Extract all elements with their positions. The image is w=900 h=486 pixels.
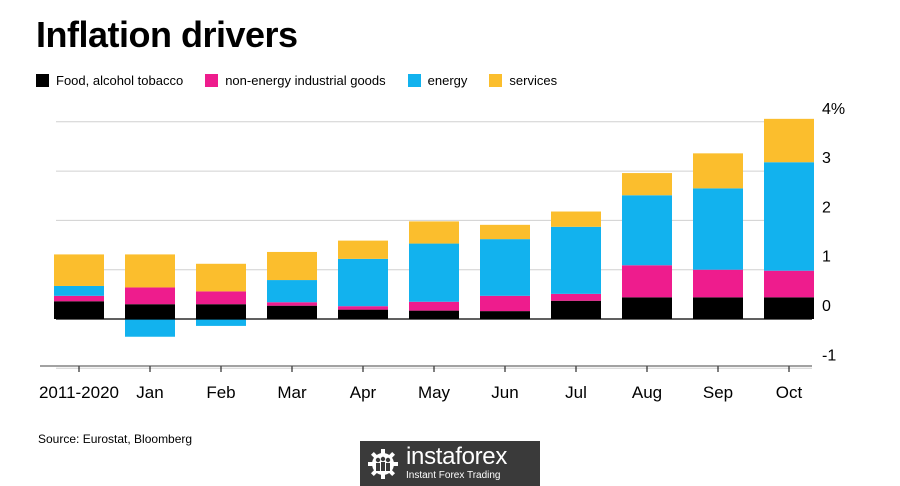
bar-segment-1-2011-2020: [54, 301, 104, 319]
legend-swatch-non-energy: [205, 74, 219, 87]
bar-segment-1-Aug: [622, 297, 672, 319]
legend-label-non-energy: non-energy industrial goods: [225, 73, 386, 88]
y-tick-label: 0: [822, 298, 831, 315]
legend-label-food: Food, alcohol tobacco: [56, 73, 184, 88]
bar-segment-4-Jun: [480, 224, 530, 240]
legend-item-non-energy: non-energy industrial goods: [205, 73, 386, 88]
bar-segment-4-Aug: [622, 173, 672, 196]
axis-layer: 4% 3 2 1 0 -1 2011-2020 Jan Feb Mar Apr May Jun Jul Au…: [39, 101, 845, 402]
bar-segment-4-Oct: [764, 118, 814, 163]
bar-segment-3-Oct: [764, 162, 814, 271]
legend-item-energy: energy: [407, 73, 468, 88]
bar-segment-1-Sep: [693, 297, 743, 319]
bar-segment-4-May: [409, 221, 459, 244]
legend-label-energy: energy: [427, 73, 468, 88]
brand-watermark: instaforex Instant Forex Trading: [360, 441, 540, 486]
bar-segment-3-2011-2020: [54, 285, 104, 296]
x-tick-label: Feb: [206, 383, 235, 402]
legend-label-services: services: [509, 73, 558, 88]
x-tick-label: Oct: [776, 383, 803, 402]
y-tick-label: 2: [822, 199, 831, 216]
brand-tagline: Instant Forex Trading: [406, 470, 501, 481]
bar-segment-3-Jun: [480, 239, 530, 296]
bar-segment-4-Apr: [338, 240, 388, 259]
x-tick-label: Jun: [491, 383, 518, 402]
x-tick-label: Sep: [703, 383, 733, 402]
bar-segment-3-Jan: [125, 319, 175, 337]
bar-segment-2-Mar: [267, 302, 317, 306]
x-tick-label: Apr: [350, 383, 377, 402]
bar-segment-4-Jan: [125, 254, 175, 288]
legend-item-food: Food, alcohol tobacco: [36, 73, 183, 88]
bar-segment-1-May: [409, 310, 459, 319]
bar-segment-1-Oct: [764, 297, 814, 319]
bar-segment-2-Jan: [125, 287, 175, 305]
bar-segment-1-Jul: [551, 300, 601, 319]
bar-segment-2-Jul: [551, 293, 601, 301]
bar-segment-3-Apr: [338, 258, 388, 307]
bar-segment-2-Jun: [480, 295, 530, 312]
bar-segment-4-Sep: [693, 153, 743, 189]
bar-segment-3-May: [409, 243, 459, 302]
bar-segment-2-Feb: [196, 291, 246, 305]
bar-segment-1-Mar: [267, 305, 317, 319]
gear-people-logo-icon: [368, 448, 398, 479]
bar-segment-2-May: [409, 301, 459, 311]
bar-segment-4-2011-2020: [54, 254, 104, 286]
x-tick-label: Jul: [565, 383, 587, 402]
bar-segment-3-Feb: [196, 319, 246, 326]
bar-segment-3-Aug: [622, 195, 672, 266]
x-tick-label: Aug: [632, 383, 662, 402]
bar-segment-4-Mar: [267, 251, 317, 281]
legend-swatch-services: [489, 74, 503, 87]
bar-segment-1-Jun: [480, 311, 530, 319]
brand-name: instaforex: [406, 443, 508, 470]
chart-title: Inflation drivers: [36, 14, 298, 55]
legend: Food, alcohol tobacco non-energy industr…: [36, 73, 579, 88]
x-tick-label: 2011-2020: [39, 383, 119, 402]
x-tick-label: Mar: [277, 383, 307, 402]
legend-item-services: services: [489, 73, 557, 88]
legend-swatch-energy: [407, 74, 421, 87]
bar-layer: [54, 118, 814, 337]
bar-segment-2-Apr: [338, 306, 388, 310]
bar-segment-1-Apr: [338, 309, 388, 319]
bar-segment-1-Feb: [196, 304, 246, 319]
bar-segment-4-Jul: [551, 211, 601, 227]
source-note: Source: Eurostat, Bloomberg: [38, 432, 193, 446]
bar-segment-2-Oct: [764, 270, 814, 298]
legend-swatch-food: [36, 74, 49, 87]
bar-segment-3-Mar: [267, 280, 317, 303]
x-tick-label: May: [418, 383, 451, 402]
bar-segment-3-Sep: [693, 188, 743, 270]
y-tick-label: 1: [822, 249, 831, 266]
y-tick-label: 3: [822, 150, 831, 167]
x-tick-label: Jan: [136, 383, 163, 402]
bar-segment-2-Sep: [693, 269, 743, 298]
y-tick-label: -1: [822, 347, 836, 364]
bar-segment-3-Jul: [551, 226, 601, 294]
bar-segment-2-Aug: [622, 265, 672, 298]
bar-segment-4-Feb: [196, 263, 246, 292]
bar-segment-1-Jan: [125, 304, 175, 319]
y-tick-label: 4%: [822, 101, 845, 118]
bar-segment-2-2011-2020: [54, 295, 104, 302]
